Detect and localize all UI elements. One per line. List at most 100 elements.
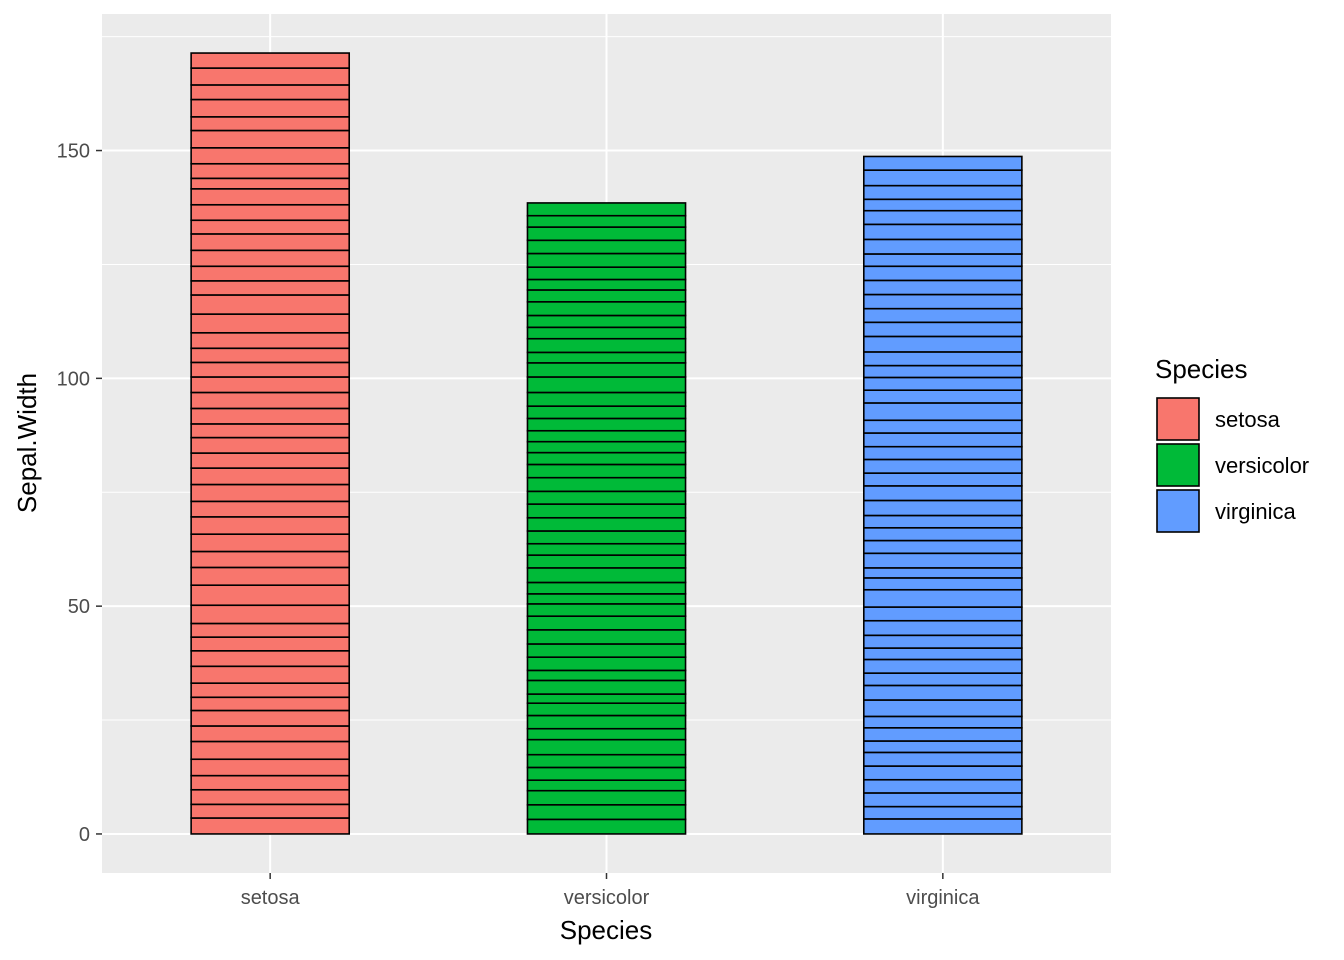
bar-segment bbox=[526, 803, 687, 821]
bar-segment bbox=[526, 554, 687, 569]
bar-segment bbox=[190, 803, 351, 819]
bar-segment bbox=[190, 709, 351, 727]
bar-segment bbox=[526, 266, 687, 281]
bar-segment bbox=[862, 184, 1023, 201]
bar-segment bbox=[190, 436, 351, 454]
bar-segment bbox=[526, 314, 687, 329]
bar-segment bbox=[526, 214, 687, 228]
bar-segment bbox=[862, 588, 1023, 608]
bar-segment bbox=[190, 188, 351, 206]
y-tick-label: 0 bbox=[79, 824, 90, 846]
bar-segment bbox=[862, 223, 1023, 241]
legend-key-versicolor bbox=[1156, 443, 1200, 487]
bar-segment bbox=[862, 335, 1023, 353]
bar-segment bbox=[862, 619, 1023, 637]
bar-segment bbox=[190, 483, 351, 503]
legend-key-virginica bbox=[1156, 489, 1200, 533]
bar-segment bbox=[190, 313, 351, 334]
bar-segment bbox=[862, 445, 1023, 461]
bar-segment bbox=[526, 278, 687, 291]
bar-segment bbox=[526, 530, 687, 545]
bar-segment bbox=[862, 751, 1023, 767]
y-axis-title: Sepal.Width bbox=[12, 373, 42, 513]
bar-segment bbox=[190, 203, 351, 222]
bar-segment bbox=[526, 656, 687, 672]
bar-segment bbox=[862, 715, 1023, 729]
bar-segment bbox=[526, 362, 687, 378]
bar-segment bbox=[862, 552, 1023, 569]
bar-segment bbox=[526, 252, 687, 268]
bar-segment bbox=[862, 485, 1023, 502]
bar-segment bbox=[526, 615, 687, 631]
bar-segment bbox=[190, 147, 351, 165]
legend-label-versicolor: versicolor bbox=[1215, 453, 1309, 478]
bar-segment bbox=[526, 714, 687, 730]
bar-segment bbox=[862, 198, 1023, 212]
bar-segment bbox=[862, 209, 1023, 226]
bar-segment bbox=[526, 567, 687, 584]
bar-segment bbox=[190, 566, 351, 586]
bar-segment bbox=[526, 603, 687, 617]
bar-segment bbox=[190, 423, 351, 439]
bar-segment bbox=[526, 490, 687, 505]
bar-segment bbox=[526, 429, 687, 443]
bar-segment bbox=[526, 629, 687, 645]
bar-segment bbox=[862, 765, 1023, 781]
bar-segment bbox=[190, 347, 351, 364]
x-tick-label: versicolor bbox=[564, 887, 650, 909]
bar-segment bbox=[862, 647, 1023, 661]
bar-segment bbox=[190, 604, 351, 625]
bar-segment bbox=[526, 516, 687, 532]
bar-segment bbox=[862, 740, 1023, 754]
bar-segment bbox=[190, 116, 351, 132]
bar-segment bbox=[862, 364, 1023, 379]
x-tick-label: virginica bbox=[906, 887, 980, 909]
bar-segment bbox=[190, 696, 351, 712]
bar-segment bbox=[862, 526, 1023, 542]
bar-versicolor bbox=[526, 202, 687, 835]
bar-segment bbox=[190, 67, 351, 86]
bar-segment bbox=[862, 432, 1023, 448]
bar-segment bbox=[862, 321, 1023, 338]
legend-key-setosa bbox=[1156, 397, 1200, 441]
bar-segment bbox=[862, 155, 1023, 171]
bar-segment bbox=[526, 451, 687, 466]
bar-segment bbox=[526, 753, 687, 769]
bar-segment bbox=[190, 584, 351, 607]
bar-segment bbox=[526, 727, 687, 741]
bar-segment bbox=[862, 634, 1023, 649]
bar-segment bbox=[190, 219, 351, 235]
bar-segment bbox=[862, 577, 1023, 591]
bar-segment bbox=[526, 476, 687, 493]
bar-segment bbox=[526, 789, 687, 806]
bar-segment bbox=[190, 452, 351, 469]
bar-segment bbox=[526, 738, 687, 756]
bar-segment bbox=[862, 265, 1023, 282]
bar-segment bbox=[190, 774, 351, 791]
bar-segment bbox=[862, 672, 1023, 687]
bar-segment bbox=[862, 253, 1023, 268]
bar-segment bbox=[862, 169, 1023, 187]
bar-segment bbox=[526, 693, 687, 704]
bar-segment bbox=[862, 279, 1023, 296]
bar-segment bbox=[526, 226, 687, 242]
bar-segment bbox=[862, 351, 1023, 367]
bar-segment bbox=[190, 376, 351, 394]
bar-segment bbox=[526, 376, 687, 394]
bar-segment bbox=[190, 162, 351, 180]
bar-segment bbox=[526, 301, 687, 317]
bar-segment bbox=[526, 202, 687, 217]
bar-segment bbox=[862, 293, 1023, 310]
x-axis: setosa versicolor virginica bbox=[241, 873, 980, 909]
bar-segment bbox=[190, 500, 351, 518]
bar-segment bbox=[190, 516, 351, 535]
bar-segment bbox=[526, 702, 687, 717]
bar-segment bbox=[190, 265, 351, 282]
bar-segment bbox=[190, 177, 351, 190]
bar-virginica bbox=[862, 155, 1023, 835]
bar-segment bbox=[190, 129, 351, 149]
bar-segment bbox=[190, 758, 351, 777]
y-tick-label: 100 bbox=[57, 368, 90, 390]
bar-segment bbox=[526, 239, 687, 255]
bar-segment bbox=[190, 533, 351, 553]
